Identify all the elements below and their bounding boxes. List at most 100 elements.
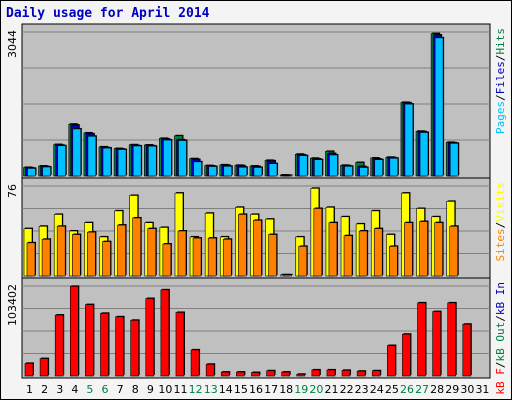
legend-entry: Hits — [494, 28, 507, 55]
bar-pages-day-27 — [419, 132, 429, 177]
x-tick-label-day-27: 27 — [415, 383, 429, 396]
bar-pages-day-12 — [193, 161, 202, 177]
bar-pages-day-1 — [27, 168, 36, 177]
x-tick-label-day-1: 1 — [26, 383, 33, 396]
x-tick-label-day-16: 16 — [249, 383, 263, 396]
bar-sites-day-1 — [26, 242, 36, 277]
bar-kbf-day-15 — [236, 371, 245, 377]
x-tick-label-day-5: 5 — [86, 383, 93, 396]
bar-kbf-day-8 — [130, 319, 139, 377]
bar-pages-day-21 — [329, 154, 338, 177]
bar-pages-day-25 — [389, 157, 399, 177]
bar-kbf-day-12 — [190, 349, 200, 377]
bar-pages-day-8 — [132, 145, 142, 177]
bar-sites-day-19 — [298, 246, 308, 277]
x-tick-label-day-15: 15 — [234, 383, 248, 396]
panel-background — [21, 277, 491, 379]
bar-kbf-day-5 — [85, 304, 94, 377]
legend-entry: Files — [494, 61, 507, 94]
bar-kbf-day-30 — [462, 323, 472, 377]
bar-pages-day-29 — [449, 143, 459, 177]
x-tick-label-day-20: 20 — [309, 383, 323, 396]
bar-kbf-day-21 — [326, 369, 336, 377]
legend-vertical: kB F/kB Out/kB In — [494, 282, 507, 395]
bar-pages-day-23 — [359, 167, 368, 177]
bar-kbf-day-3 — [54, 314, 64, 377]
bar-sites-day-29 — [449, 225, 459, 277]
bar-sites-day-3 — [56, 225, 66, 277]
x-tick-label-day-17: 17 — [264, 383, 278, 396]
x-tick-label-day-10: 10 — [158, 383, 172, 396]
bar-pages-day-14 — [223, 166, 233, 177]
bar-kbf-day-13 — [205, 363, 215, 377]
bar-sites-day-25 — [389, 246, 398, 277]
x-tick-label-day-21: 21 — [324, 383, 338, 396]
bar-sites-day-2 — [41, 238, 51, 277]
x-tick-label-day-23: 23 — [355, 383, 369, 396]
bar-pages-day-9 — [147, 145, 157, 177]
legend-entry: / — [494, 94, 507, 101]
bar-sites-day-26 — [404, 222, 413, 277]
bar-kbf-day-11 — [175, 312, 185, 377]
bar-sites-day-10 — [162, 243, 172, 277]
legend-entry: / — [494, 222, 507, 229]
x-tick-label-day-6: 6 — [102, 383, 109, 396]
bar-kbf-day-2 — [39, 358, 49, 377]
bar-kbf-day-10 — [160, 289, 170, 377]
bar-kbf-day-4 — [69, 286, 79, 377]
bar-sites-day-24 — [373, 228, 383, 277]
bar-kbf-day-14 — [220, 371, 230, 377]
bar-kbf-day-9 — [145, 298, 155, 377]
bar-sites-day-22 — [343, 235, 353, 277]
bar-pages-day-22 — [344, 166, 353, 177]
bar-sites-day-20 — [313, 208, 323, 277]
x-tick-label-day-28: 28 — [430, 383, 444, 396]
bar-pages-day-11 — [178, 140, 187, 177]
x-tick-label-day-3: 3 — [56, 383, 63, 396]
bar-sites-day-12 — [192, 237, 202, 277]
bar-pages-day-16 — [253, 167, 263, 177]
bar-pages-day-10 — [163, 139, 172, 177]
bar-sites-day-14 — [222, 238, 232, 277]
x-tick-label-day-24: 24 — [370, 383, 384, 396]
bar-kbf-day-6 — [100, 313, 109, 377]
legend-entry: kB F — [494, 368, 507, 395]
bar-kbf-day-19 — [296, 373, 306, 377]
bar-kbf-day-23 — [356, 370, 366, 377]
legend-vertical: Sites/Visits — [494, 182, 507, 262]
bar-pages-day-5 — [87, 135, 97, 177]
bar-sites-day-13 — [207, 237, 217, 277]
legend-entry: / — [494, 362, 507, 369]
bar-kbf-day-25 — [387, 345, 396, 377]
bar-sites-day-18 — [283, 274, 292, 277]
bar-kbf-day-27 — [417, 302, 426, 377]
legend-entry: Sites — [494, 228, 507, 261]
bar-kbf-day-1 — [24, 363, 34, 377]
chart-title: Daily usage for April 2014 — [6, 6, 210, 21]
bar-pages-day-24 — [374, 159, 384, 177]
bar-pages-day-15 — [238, 166, 248, 177]
x-tick-label-day-30: 30 — [460, 383, 474, 396]
bar-sites-day-4 — [71, 234, 81, 277]
bar-kbf-day-20 — [311, 369, 321, 377]
bar-kbf-day-26 — [402, 333, 411, 377]
legend-entry: kB In — [494, 282, 507, 315]
x-tick-label-day-9: 9 — [147, 383, 154, 396]
bar-pages-day-7 — [117, 149, 127, 177]
bar-kbf-day-17 — [266, 370, 275, 377]
x-tick-label-day-19: 19 — [294, 383, 308, 396]
bar-pages-day-26 — [404, 103, 414, 177]
x-tick-label-day-26: 26 — [400, 383, 414, 396]
x-tick-label-day-7: 7 — [117, 383, 124, 396]
bar-pages-day-6 — [102, 147, 112, 177]
bar-pages-day-3 — [57, 145, 66, 177]
bar-sites-day-21 — [328, 222, 338, 277]
bar-kbf-day-24 — [371, 370, 381, 377]
bar-sites-day-8 — [132, 217, 141, 277]
x-tick-label-day-18: 18 — [279, 383, 293, 396]
x-tick-label-day-12: 12 — [189, 383, 203, 396]
x-tick-label-day-22: 22 — [340, 383, 354, 396]
bar-kbf-day-29 — [447, 302, 457, 377]
x-tick-label-day-29: 29 — [445, 383, 459, 396]
